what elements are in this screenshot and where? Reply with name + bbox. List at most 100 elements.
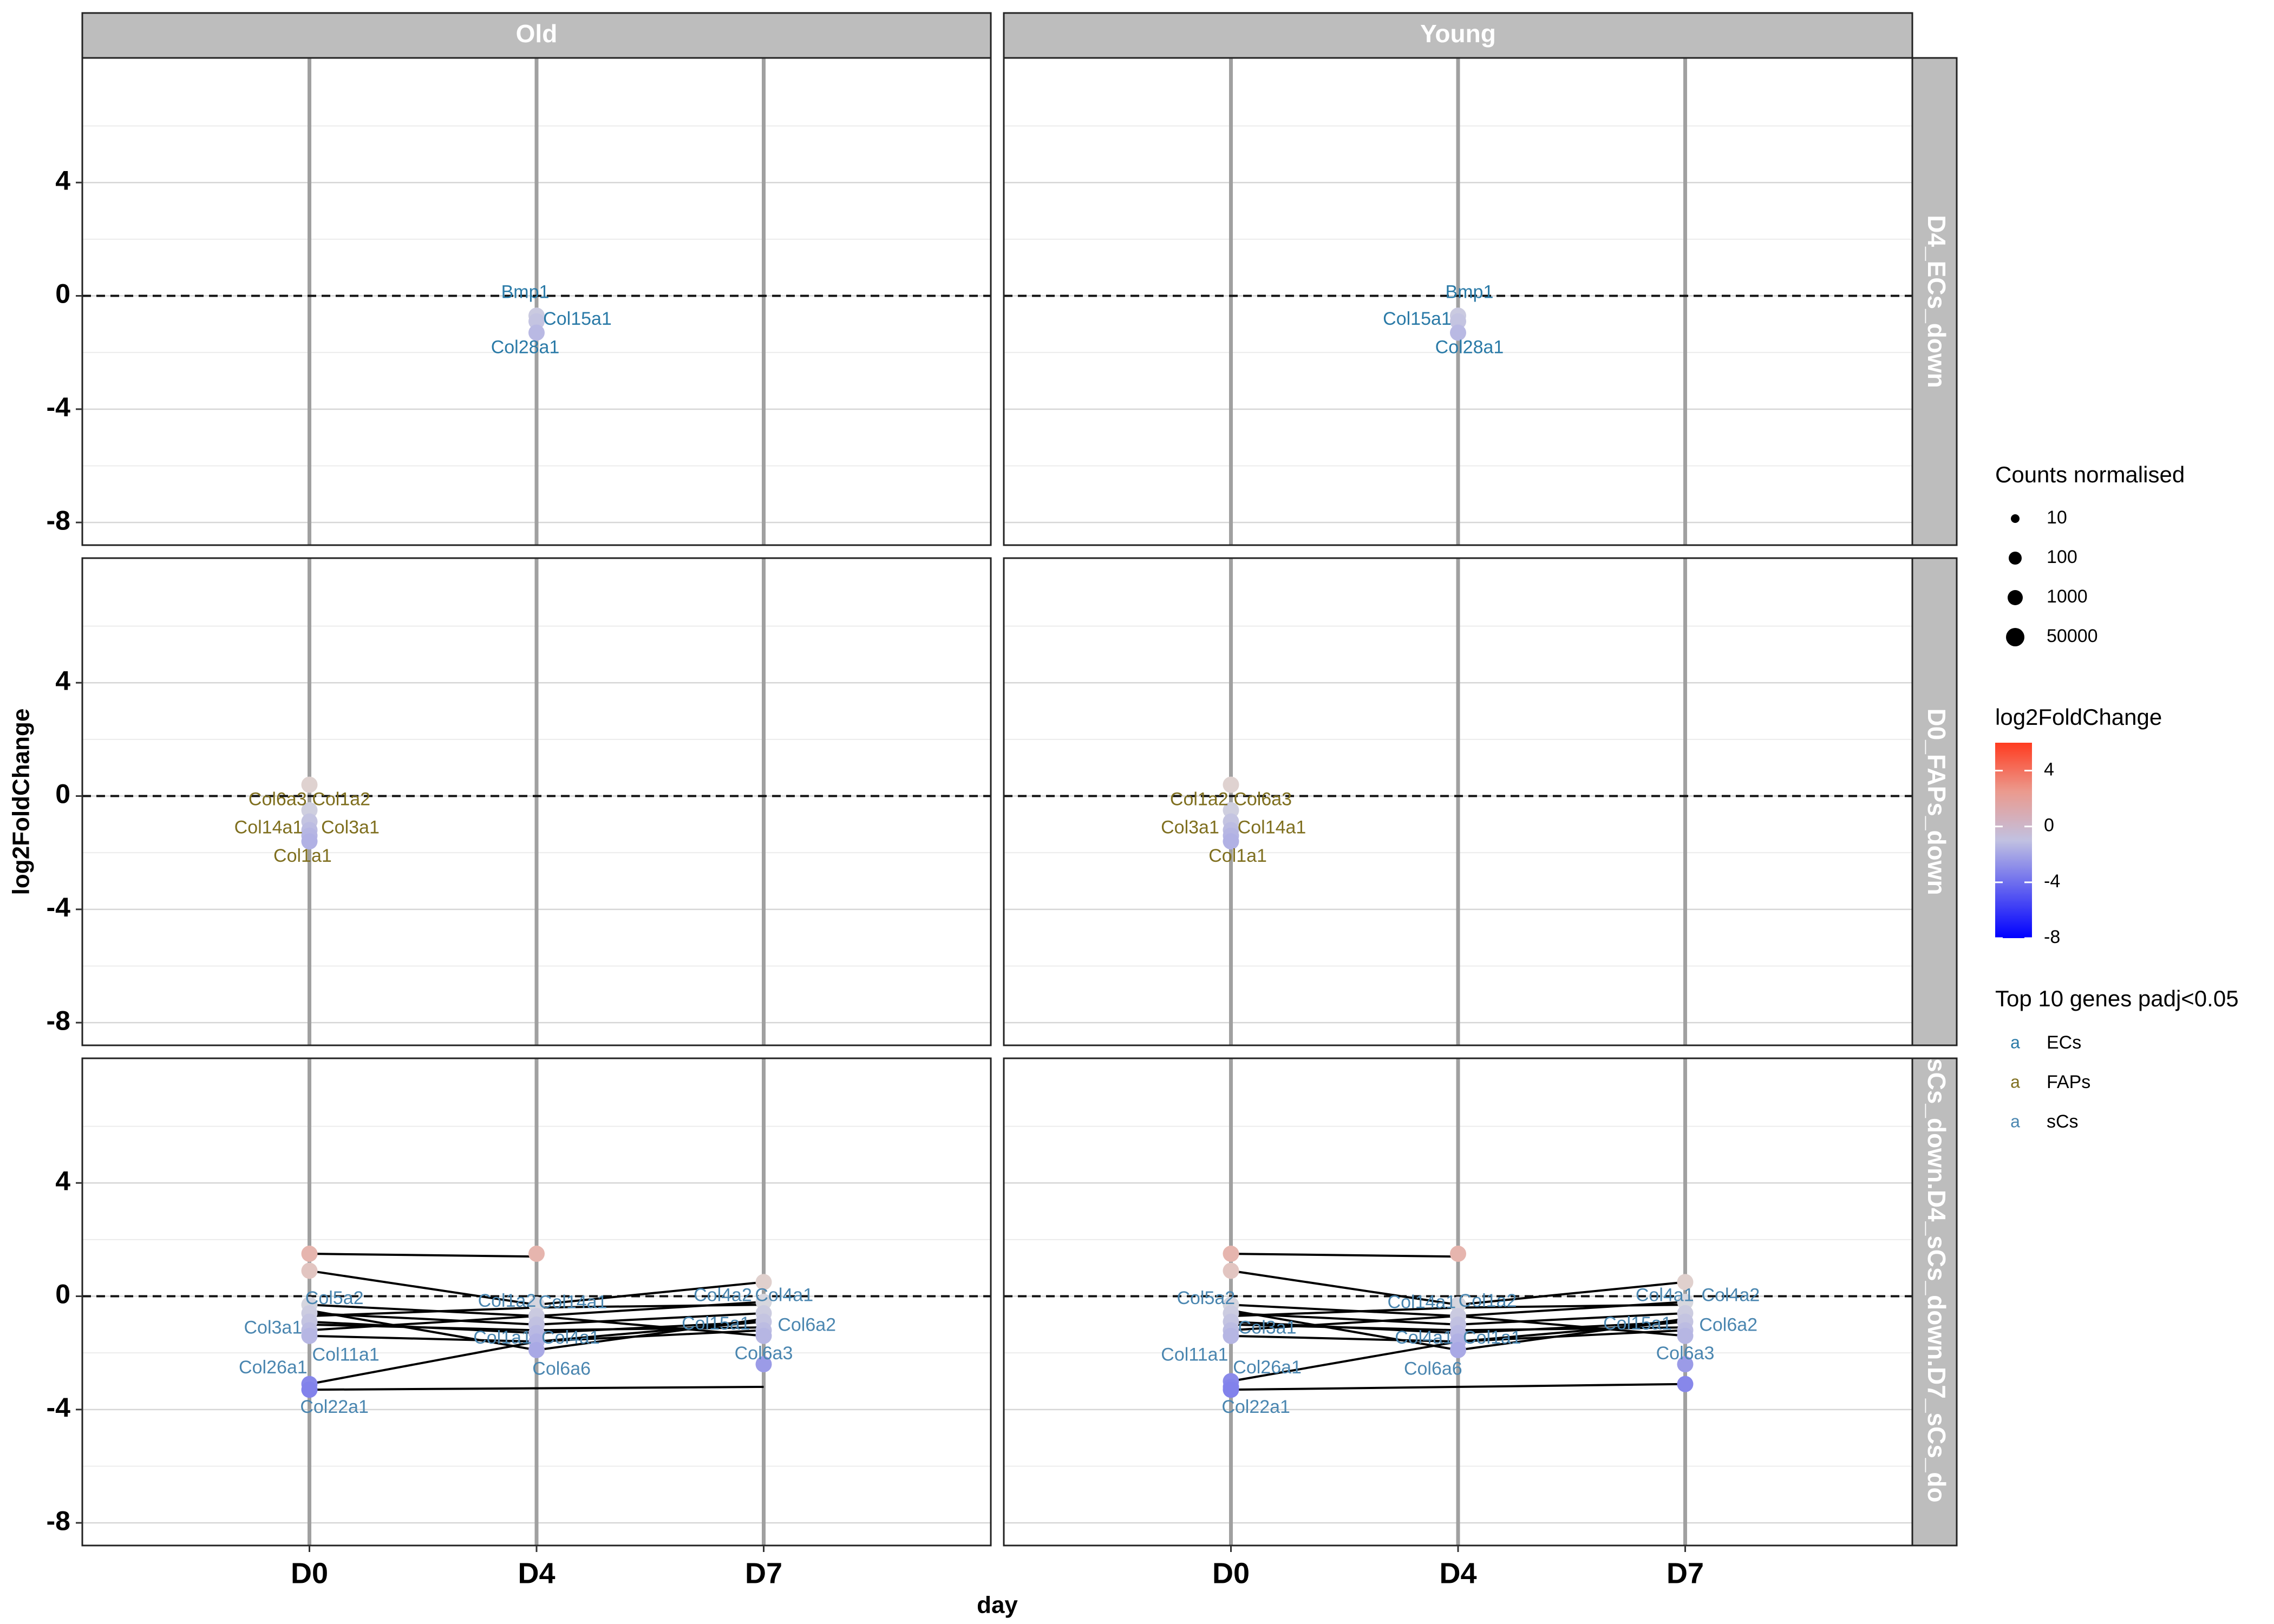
panel-data-0: Bmp1 Col15a1 Col28a1: [491, 281, 612, 357]
gene-label: Col14a1: [1388, 1292, 1456, 1313]
gene-label: Col15a1: [543, 309, 612, 329]
panel-data-2: Col6a3 Col1a2 Col14a1 Col3a1 Col1a1: [234, 776, 380, 866]
x-tick-label: D0: [291, 1557, 328, 1589]
gene-label: Col6a2: [777, 1314, 836, 1335]
group-legend-glyph: a: [2010, 1032, 2020, 1052]
group-legend-label: FAPs: [2047, 1072, 2090, 1092]
y-tick-label: -4: [47, 1392, 71, 1423]
panel-border: [81, 557, 992, 1046]
row-strip: [1911, 557, 1958, 1046]
data-point: [1450, 313, 1466, 330]
group-legend-label: ECs: [2047, 1032, 2081, 1053]
data-point: [528, 1246, 545, 1262]
panel-1-1: [1004, 558, 1912, 1045]
row-strip-label: D4_ECs_down: [1923, 215, 1951, 388]
facet-strips: Old Young D4_ECs_down D0_FAPs_down sCs_down.…: [81, 12, 1958, 1547]
gene-label: Col4a1: [1395, 1327, 1453, 1348]
row-strip-label: sCs_down.D4_sCs_down.D7_sCs_do: [1923, 1058, 1951, 1503]
gene-label: Col1a2: [1170, 789, 1229, 809]
data-point: [1677, 1274, 1694, 1291]
gene-label: Col1a2: [478, 1291, 537, 1311]
gene-label: Col4a2: [694, 1285, 752, 1306]
trajectory-line: [1231, 1383, 1685, 1391]
size-legend-title: Counts normalised: [1995, 462, 2185, 487]
data-point: [301, 833, 318, 850]
gene-label: Col3a1: [244, 1318, 303, 1338]
data-point: [1223, 833, 1239, 850]
data-point: [301, 1262, 318, 1279]
gene-label: Col6a3: [1656, 1343, 1715, 1364]
y-tick-label: 0: [55, 1279, 70, 1309]
x-axis-title: day: [977, 1592, 1018, 1619]
x-tick-label: D4: [518, 1557, 555, 1589]
gene-label: Col28a1: [1435, 337, 1504, 357]
size-legend-label: 100: [2047, 547, 2077, 567]
x-tick-label: D4: [1439, 1557, 1476, 1589]
gene-label: Col6a3: [1233, 789, 1292, 809]
group-legend-label: sCs: [2047, 1111, 2079, 1132]
row-strip-text-group: D4_ECs_down: [1923, 215, 1951, 388]
gene-label: Col22a1: [300, 1397, 369, 1417]
gene-label: Col11a1: [312, 1344, 380, 1365]
size-legend-dot: [2009, 552, 2022, 565]
gene-label: Col5a2: [1177, 1288, 1235, 1308]
gene-label: Col14a1: [539, 1292, 607, 1313]
size-legend-label: 50000: [2047, 626, 2098, 646]
data-point: [1223, 1381, 1239, 1398]
y-tick-label: -8: [47, 1005, 70, 1036]
gene-label: Col3a1: [321, 817, 380, 838]
gene-label: Col1a1: [1208, 846, 1267, 866]
data-point: [301, 1381, 318, 1398]
row-strip-text-group: sCs_down.D4_sCs_down.D7_sCs_do: [1923, 1058, 1951, 1503]
data-point: [528, 1296, 545, 1313]
gene-label: Col1a1: [273, 846, 332, 866]
plot-panels: Bmp1 Col15a1 Col28a1 Bmp1 Col15a1 Col28a1 Col6…: [81, 57, 1913, 1547]
x-tick-label: D7: [745, 1557, 782, 1589]
data-point: [755, 1274, 772, 1291]
gene-label: Col1a2: [312, 789, 370, 809]
color-bar-label: -8: [2044, 927, 2060, 947]
gene-label: Bmp1: [1446, 281, 1494, 302]
gene-label: Col11a1: [1161, 1344, 1228, 1365]
gene-label: Col6a6: [1404, 1359, 1462, 1379]
gene-label: Col4a1: [755, 1285, 813, 1306]
gene-label: Col3a1: [1238, 1318, 1297, 1338]
y-tick-label: 0: [55, 279, 70, 309]
y-axis-title: log2FoldChange: [8, 709, 35, 895]
column-strip: [81, 12, 992, 59]
gene-label: Col1a1: [473, 1327, 532, 1348]
data-point: [755, 1356, 772, 1373]
row-strip: [1911, 57, 1958, 546]
y-tick-label: 0: [55, 779, 70, 809]
row-strip: [1911, 1057, 1958, 1547]
data-point: [1223, 1262, 1239, 1279]
color-bar-label: 0: [2044, 815, 2054, 836]
data-point: [301, 802, 318, 818]
data-point: [1223, 802, 1239, 818]
y-tick-label: -4: [47, 892, 71, 922]
row-strip-label: D0_FAPs_down: [1923, 708, 1951, 895]
panel-0-1: [82, 558, 991, 1045]
y-tick-label: -8: [47, 505, 70, 535]
gene-label: Col4a1: [541, 1327, 600, 1348]
gene-label: Col6a3: [735, 1343, 793, 1364]
panel-1-0: [1004, 58, 1912, 545]
y-tick-label: 4: [55, 1165, 70, 1196]
gene-label: Col15a1: [1383, 309, 1452, 329]
data-point: [1450, 324, 1466, 341]
data-point: [755, 1294, 772, 1310]
data-point: [301, 776, 318, 793]
data-point: [528, 313, 545, 330]
color-bar-label: 4: [2044, 759, 2054, 780]
panel-data-3: Col1a2 Col6a3 Col3a1 Col14a1 Col1a1: [1161, 776, 1306, 866]
gene-label: Col1a1: [1463, 1327, 1521, 1348]
gene-label: Col3a1: [1161, 817, 1219, 838]
gene-label: Col4a1: [1636, 1285, 1694, 1306]
color-legend-title: log2FoldChange: [1995, 704, 2162, 730]
gene-label: Col6a3: [249, 789, 307, 809]
trajectory-line: [1231, 1253, 1459, 1258]
gene-label: Bmp1: [501, 281, 550, 302]
size-legend-dot: [2008, 590, 2023, 605]
